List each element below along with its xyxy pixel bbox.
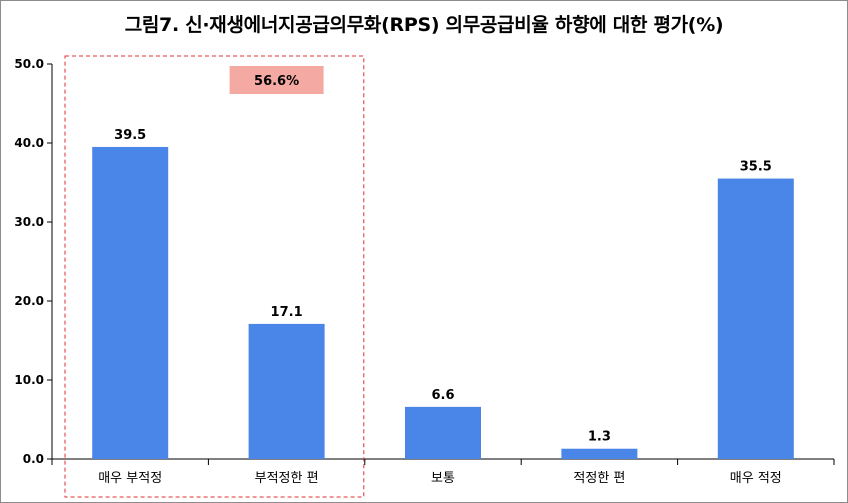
- bar: [405, 406, 481, 459]
- y-tick-label: 30.0: [14, 215, 44, 229]
- y-tick-label: 50.0: [14, 57, 44, 71]
- y-tick-label: 40.0: [14, 136, 44, 150]
- axes: 0.0 10.0 20.0 30.0 40.0 50.0: [14, 57, 835, 466]
- bar: [92, 146, 169, 459]
- data-labels: 39.5 17.1 6.6 1.3 35.5: [114, 128, 772, 445]
- group-highlight-border: [64, 55, 365, 498]
- data-label: 17.1: [271, 305, 303, 320]
- data-label: 39.5: [114, 128, 146, 143]
- data-label: 6.6: [431, 388, 454, 403]
- category-label: 매우 부적정: [98, 471, 162, 486]
- category-label: 적정한 편: [573, 471, 625, 486]
- bar: [561, 448, 638, 459]
- bars: [92, 146, 794, 460]
- bar: [248, 323, 325, 459]
- category-label: 보통: [431, 471, 455, 486]
- annotation: 56.6%: [64, 55, 365, 498]
- y-tick-label: 20.0: [14, 294, 44, 308]
- data-label: 1.3: [588, 430, 611, 445]
- category-labels: 매우 부적정 부적정한 편 보통 적정한 편 매우 적정: [98, 471, 782, 486]
- chart-title: 그림7. 신·재생에너지공급의무화(RPS) 의무공급비율 하향에 대한 평가(…: [124, 14, 724, 36]
- bar: [717, 178, 794, 460]
- category-label: 부적정한 편: [255, 471, 319, 486]
- data-label: 35.5: [740, 160, 772, 175]
- y-tick-label: 0.0: [23, 452, 44, 466]
- sum-annotation-box: [229, 66, 324, 94]
- category-label: 매우 적정: [730, 471, 782, 486]
- y-tick-label: 10.0: [14, 373, 44, 387]
- sum-annotation-text: 56.6%: [254, 74, 299, 89]
